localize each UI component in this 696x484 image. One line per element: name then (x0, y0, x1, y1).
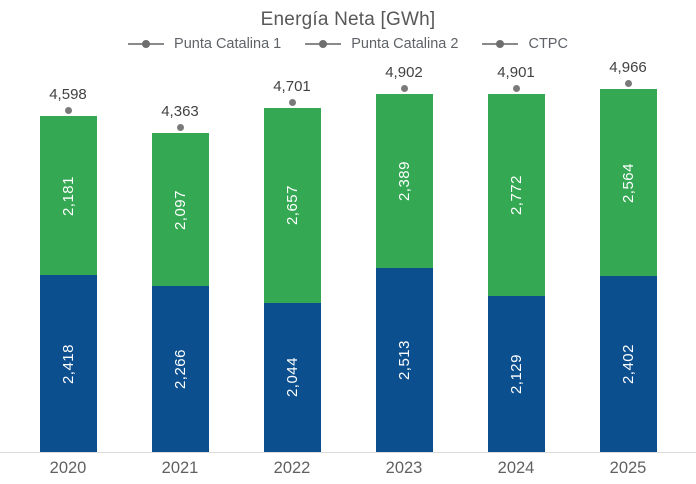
total-value-label: 4,363 (161, 103, 199, 121)
ctpc-dot-marker (288, 99, 296, 107)
segment-value-label: 2,564 (619, 162, 637, 203)
stacked-bar: 2,389 2,513 (375, 93, 433, 452)
bar-segment-pc2: 2,657 (263, 108, 321, 303)
stacked-bar: 2,772 2,129 (487, 93, 545, 452)
legend-item-ctpc[interactable]: CTPC (482, 36, 568, 52)
legend-label: Punta Catalina 2 (351, 36, 459, 52)
year-label: 2021 (161, 459, 199, 477)
bar-segment-pc1: 2,418 (39, 275, 97, 452)
total-value-label: 4,701 (273, 78, 311, 96)
series-line-marker-icon (482, 40, 519, 48)
series-line-marker-icon (305, 40, 342, 48)
segment-value-label: 2,389 (395, 160, 413, 202)
ctpc-dot-marker (400, 84, 408, 92)
total-value-label: 4,598 (49, 85, 87, 103)
ctpc-dot-marker (176, 124, 184, 132)
bar-column: 4,363 2,097 2,266 (124, 56, 236, 452)
bar-segment-pc2: 2,097 (151, 133, 209, 287)
bar-segment-pc1: 2,513 (375, 268, 433, 452)
plot-area: 4,598 2,181 2,418 4,363 2,097 2,266 4,701 2,657… (0, 56, 696, 453)
legend: Punta Catalina 1 Punta Catalina 2 CTPC (0, 34, 696, 54)
bar-segment-pc1: 2,402 (599, 276, 657, 452)
bar-segment-pc2: 2,389 (375, 93, 433, 269)
total-value-label: 4,902 (385, 63, 423, 81)
series-dot-icon (142, 40, 151, 48)
stacked-bar: 2,097 2,266 (151, 133, 209, 452)
bar-column: 4,966 2,564 2,402 (572, 56, 684, 452)
segment-value-label: 2,513 (395, 340, 413, 381)
segment-value-label: 2,097 (171, 189, 189, 230)
ctpc-dot-marker (512, 84, 520, 92)
bar-segment-pc2: 2,772 (487, 93, 545, 297)
year-label: 2023 (385, 459, 423, 477)
year-label: 2025 (609, 459, 647, 477)
segment-value-label: 2,402 (619, 344, 637, 385)
series-dot-icon (496, 40, 505, 48)
total-value-label: 4,966 (609, 59, 647, 77)
ctpc-dot-marker (64, 106, 72, 114)
segment-value-label: 2,129 (507, 354, 525, 395)
bar-column: 4,701 2,657 2,044 (236, 56, 348, 452)
segment-value-label: 2,772 (507, 175, 525, 216)
segment-value-label: 2,181 (59, 175, 77, 216)
bar-segment-pc1: 2,266 (151, 286, 209, 452)
x-axis-labels: 2020 2021 2022 2023 2024 2025 (0, 453, 696, 478)
series-line-marker-icon (128, 40, 165, 48)
legend-item-punta-catalina-1[interactable]: Punta Catalina 1 (128, 36, 281, 52)
bar-segment-pc1: 2,129 (487, 296, 545, 452)
year-label: 2020 (49, 459, 87, 477)
total-value-label: 4,901 (497, 63, 535, 81)
chart-title: Energía Neta [GWh] (260, 9, 436, 30)
year-label: 2022 (273, 459, 311, 477)
stacked-bar: 2,564 2,402 (599, 89, 657, 452)
segment-value-label: 2,418 (59, 343, 77, 384)
bar-segment-pc2: 2,564 (599, 89, 657, 277)
segment-value-label: 2,266 (171, 349, 189, 390)
ctpc-dot-marker (624, 80, 632, 88)
stacked-bar: 2,657 2,044 (263, 108, 321, 452)
bar-column: 4,598 2,181 2,418 (12, 56, 124, 452)
legend-label: CTPC (528, 36, 568, 52)
bar-column: 4,901 2,772 2,129 (460, 56, 572, 452)
bar-segment-pc2: 2,181 (39, 115, 97, 276)
legend-item-punta-catalina-2[interactable]: Punta Catalina 2 (305, 36, 458, 52)
year-label: 2024 (497, 459, 535, 477)
legend-label: Punta Catalina 1 (174, 36, 282, 52)
segment-value-label: 2,657 (283, 185, 301, 226)
segment-value-label: 2,044 (283, 357, 301, 398)
series-dot-icon (319, 40, 328, 48)
bar-column: 4,902 2,389 2,513 (348, 56, 460, 452)
bar-segment-pc1: 2,044 (263, 302, 321, 452)
stacked-bar: 2,181 2,418 (39, 115, 97, 452)
